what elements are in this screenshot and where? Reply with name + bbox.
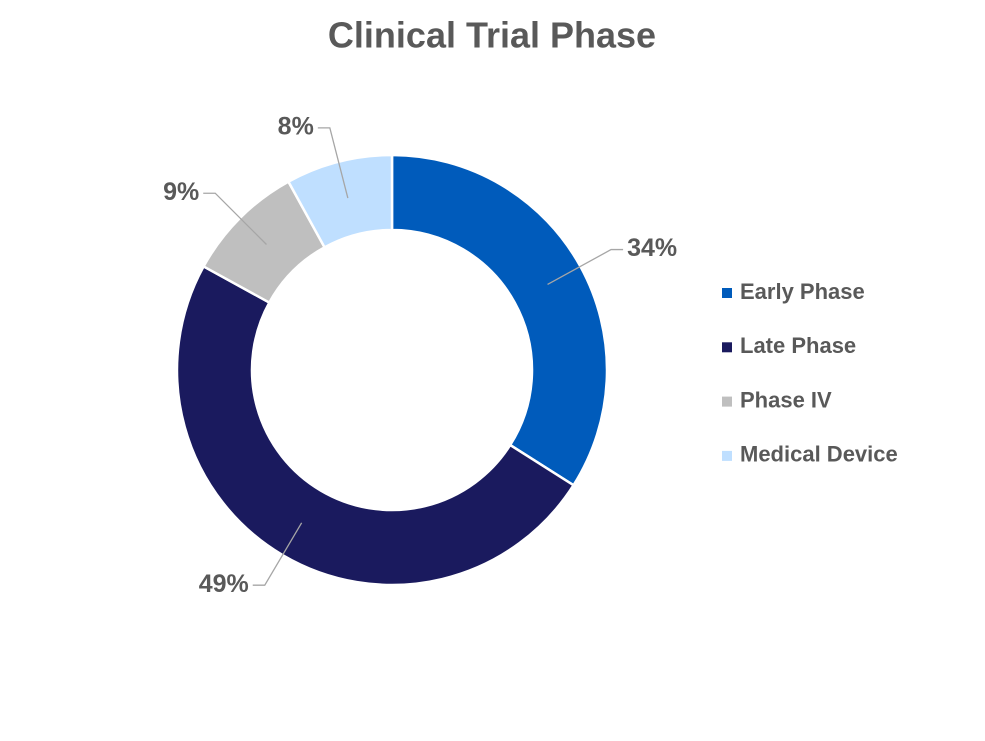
legend-swatch	[722, 288, 732, 298]
legend-swatch	[722, 396, 732, 407]
legend-label: Medical Device	[740, 442, 898, 467]
leader-line	[547, 248, 624, 286]
legend-label: Early Phase	[740, 279, 865, 304]
data-label: 49%	[199, 570, 249, 598]
donut-segment	[390, 153, 609, 487]
donut-segment	[286, 153, 394, 250]
chart-title: Clinical Trial Phase	[328, 15, 656, 56]
legend-swatch	[722, 450, 732, 461]
leader-line	[203, 192, 267, 245]
data-label: 8%	[278, 112, 314, 140]
legend-label: Phase IV	[740, 387, 832, 412]
legend-swatch	[722, 342, 732, 353]
data-label: 34%	[627, 234, 677, 262]
donut-segment	[175, 264, 576, 587]
legend-label: Late Phase	[740, 333, 856, 358]
leader-line	[317, 127, 349, 199]
leader-line	[252, 522, 303, 586]
data-label: 9%	[163, 178, 199, 206]
